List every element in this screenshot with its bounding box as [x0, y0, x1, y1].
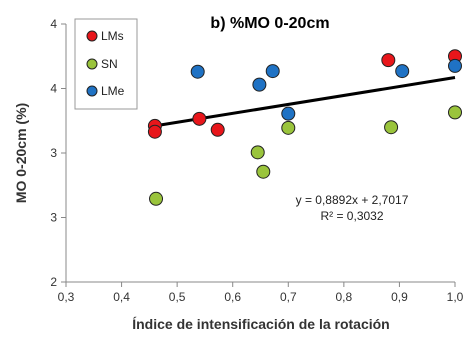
x-tick-label: 0,9	[391, 290, 408, 304]
data-point-lms	[147, 124, 162, 139]
trendline-equation: y = 0,8892x + 2,7017	[296, 193, 409, 207]
data-point-sn	[250, 145, 265, 160]
x-tick-label: 0,4	[113, 290, 130, 304]
legend-label-lms: LMs	[101, 29, 124, 43]
legend-marker-lms	[86, 30, 98, 42]
data-points	[147, 49, 462, 206]
data-point-lms	[381, 53, 396, 68]
x-tick-label: 0,7	[280, 290, 297, 304]
data-point-lme	[281, 106, 296, 121]
legend-marker-sn	[86, 58, 98, 70]
x-tick-label: 0,8	[336, 290, 353, 304]
chart-title: b) %MO 0-20cm	[210, 15, 329, 32]
y-tick-group: 2 3 3 4 4	[50, 17, 66, 289]
data-point-lms	[192, 111, 207, 126]
data-point-sn	[281, 120, 296, 135]
data-point-sn	[448, 105, 462, 120]
x-axis-label: Índice de intensificación de la rotación	[132, 316, 390, 332]
legend-label-lme: LMe	[101, 84, 125, 98]
legend: LMs SN LMe	[74, 18, 138, 110]
data-point-lme	[190, 64, 205, 79]
data-point-lms	[210, 122, 225, 137]
trendline-r-squared: R² = 0,3032	[320, 209, 383, 223]
legend-label-sn: SN	[101, 57, 118, 71]
x-tick-group: 0,3 0,4 0,5 0,6 0,7 0,8 0,9 1,0	[58, 282, 464, 304]
data-point-sn	[256, 164, 271, 179]
y-tick-label: 2	[50, 275, 57, 289]
data-point-sn	[149, 191, 164, 206]
data-point-lme	[265, 64, 280, 79]
y-tick-label: 3	[50, 146, 57, 160]
y-tick-label: 4	[50, 17, 57, 31]
data-point-lme	[448, 58, 462, 73]
legend-box	[74, 18, 138, 110]
x-tick-label: 0,6	[224, 290, 241, 304]
data-point-lme	[395, 64, 410, 79]
x-tick-label: 0,3	[58, 290, 75, 304]
y-tick-label: 4	[50, 82, 57, 96]
y-tick-label: 3	[50, 211, 57, 225]
data-point-sn	[384, 120, 399, 135]
y-axis-label: MO 0-20cm (%)	[13, 103, 29, 203]
x-tick-label: 1,0	[447, 290, 464, 304]
x-tick-label: 0,5	[169, 290, 186, 304]
legend-marker-lme	[86, 85, 98, 97]
data-point-lme	[252, 77, 267, 92]
